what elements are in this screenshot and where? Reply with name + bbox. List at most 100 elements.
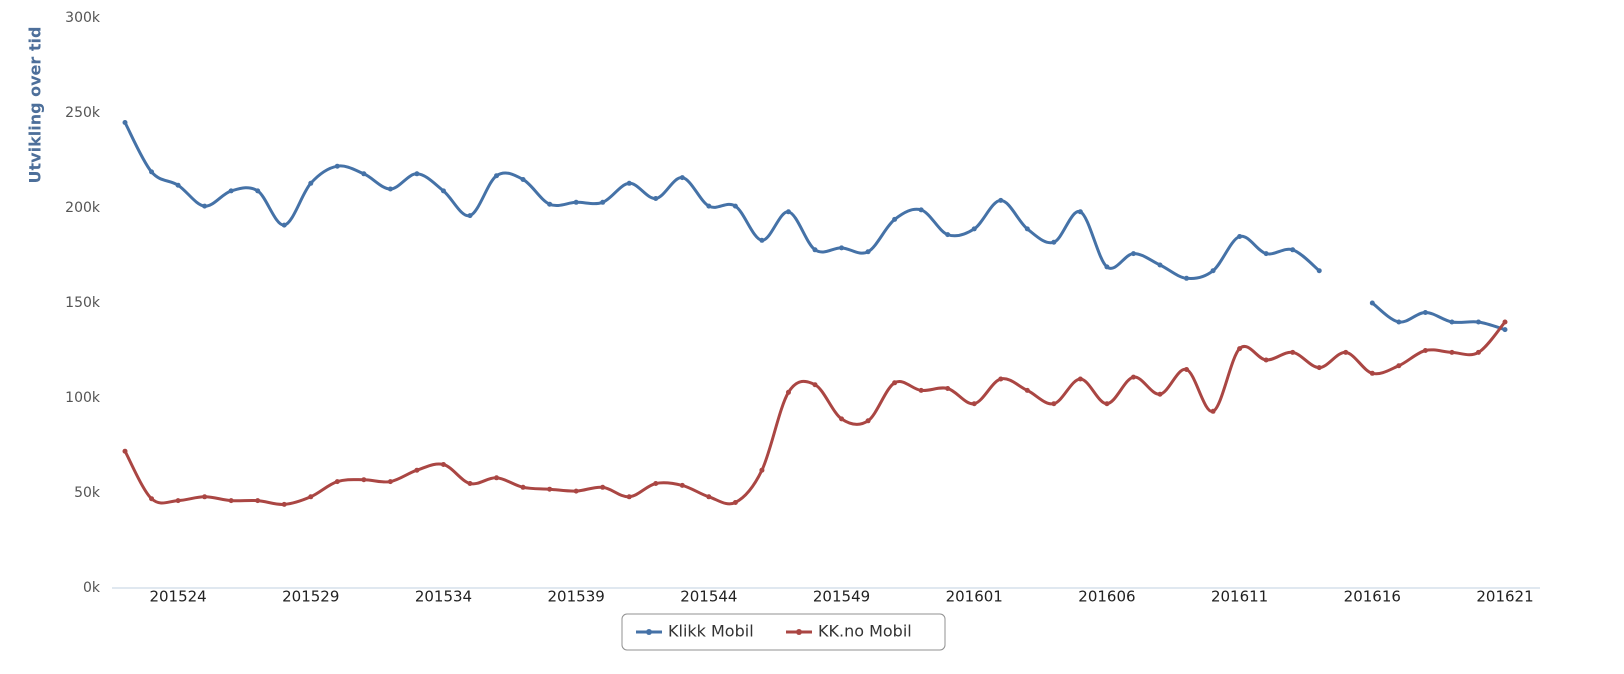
point — [1502, 327, 1508, 333]
point — [334, 163, 340, 169]
point — [892, 216, 898, 222]
point — [839, 245, 845, 251]
point — [1210, 268, 1216, 274]
x-tick-label: 201539 — [548, 588, 605, 606]
point — [600, 199, 606, 205]
point — [1263, 251, 1269, 257]
x-tick-label: 201534 — [415, 588, 472, 606]
point — [573, 199, 579, 205]
point — [892, 380, 898, 386]
point — [732, 500, 738, 505]
point — [228, 188, 234, 194]
series-line — [123, 121, 1506, 332]
y-tick-label: 200k — [65, 200, 101, 216]
point — [440, 188, 446, 194]
point — [1422, 348, 1428, 353]
y-tick-label: 150k — [65, 295, 101, 311]
point — [520, 484, 526, 490]
point — [440, 462, 446, 467]
point — [653, 196, 659, 201]
point — [945, 386, 951, 391]
point — [679, 175, 685, 181]
point — [1024, 226, 1030, 232]
point — [1290, 349, 1296, 355]
point — [1051, 239, 1057, 245]
point — [361, 171, 367, 177]
point — [812, 247, 818, 253]
point — [732, 203, 738, 209]
point — [839, 416, 845, 422]
x-tick-label: 201606 — [1078, 588, 1135, 606]
point — [1343, 349, 1349, 355]
y-tick-label: 100k — [65, 390, 101, 406]
point — [1449, 319, 1455, 325]
point — [653, 481, 659, 486]
point — [387, 186, 393, 192]
point — [149, 169, 155, 175]
x-tick-label: 201601 — [946, 588, 1003, 606]
point — [971, 401, 977, 407]
point — [1502, 319, 1508, 325]
point — [308, 180, 314, 186]
point — [971, 226, 977, 232]
point — [1369, 370, 1375, 376]
point — [1184, 367, 1190, 372]
point — [626, 494, 632, 500]
series-line — [123, 321, 1507, 506]
point — [494, 475, 500, 481]
point — [414, 467, 420, 473]
legend-box — [621, 613, 946, 651]
point — [467, 481, 473, 486]
point — [1263, 357, 1269, 363]
point — [494, 173, 500, 179]
point — [202, 494, 208, 500]
y-tick-label: 50k — [74, 485, 101, 501]
point — [1475, 319, 1481, 325]
point — [706, 203, 712, 209]
y-tick-label: 250k — [65, 105, 101, 121]
point — [281, 222, 287, 228]
point — [1396, 319, 1402, 325]
point — [334, 479, 340, 485]
x-tick-label: 201549 — [813, 588, 870, 606]
point — [1369, 300, 1375, 306]
point — [175, 182, 181, 188]
point — [600, 484, 606, 490]
point — [281, 501, 287, 507]
point — [547, 486, 553, 492]
x-tick-label: 201611 — [1211, 588, 1268, 606]
point — [1130, 374, 1136, 380]
point — [361, 477, 367, 483]
point — [122, 120, 128, 125]
point — [626, 180, 632, 186]
point — [945, 232, 951, 238]
point — [228, 498, 234, 504]
point — [706, 494, 712, 500]
y-axis-label: Utvikling over tid — [26, 27, 45, 184]
point — [573, 488, 579, 494]
point — [1157, 391, 1163, 397]
point — [1051, 401, 1057, 407]
x-tick-label: 201544 — [680, 588, 737, 606]
point — [759, 237, 765, 243]
point — [1237, 346, 1243, 352]
x-tick-label: 201524 — [149, 588, 206, 606]
legend-label: Klikk Mobil — [668, 622, 754, 641]
point — [1104, 264, 1110, 270]
point — [202, 203, 208, 209]
point — [759, 467, 765, 473]
point — [1024, 387, 1030, 393]
point — [414, 171, 420, 177]
x-tick-label: 201621 — [1476, 588, 1533, 606]
x-tick-label: 201616 — [1344, 588, 1401, 606]
point — [175, 498, 181, 504]
point — [998, 376, 1004, 382]
point — [1422, 310, 1428, 315]
legend-marker — [646, 629, 652, 635]
point — [998, 197, 1004, 203]
point — [467, 213, 473, 219]
point — [1184, 275, 1190, 281]
point — [1290, 247, 1296, 253]
point — [865, 249, 871, 255]
